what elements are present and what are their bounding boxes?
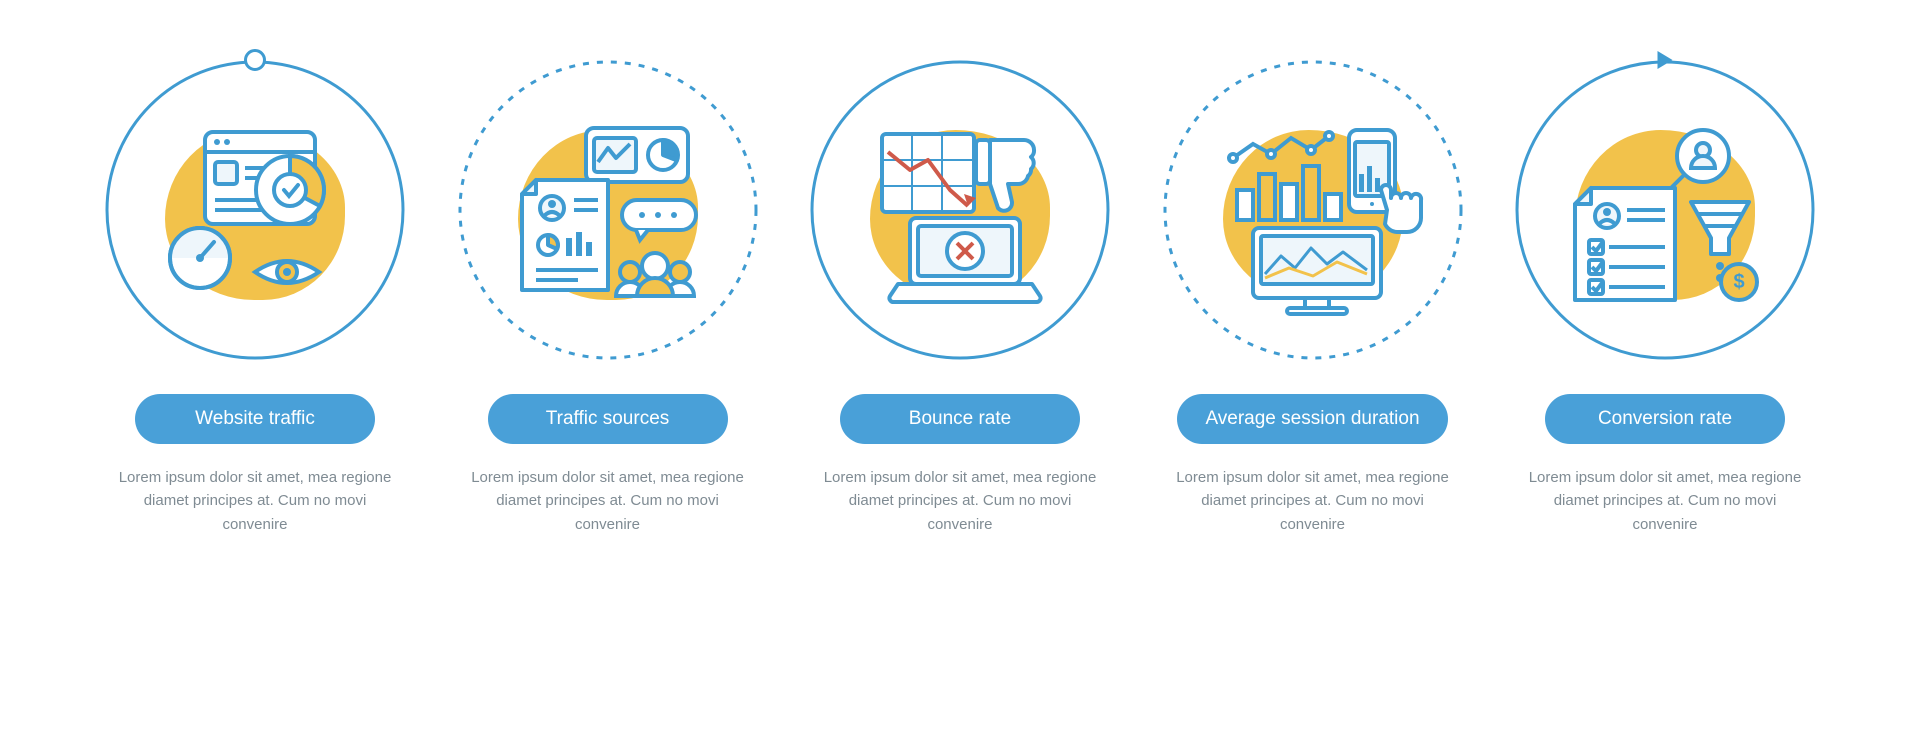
- step-traffic-sources: Traffic sources Lorem ipsum dolor sit am…: [453, 60, 763, 536]
- step-bounce-rate: Bounce rate Lorem ipsum dolor sit amet, …: [805, 60, 1115, 536]
- end-marker-icon: [1658, 51, 1673, 69]
- infographic-stage: Website traffic Lorem ipsum dolor sit am…: [0, 0, 1920, 750]
- circle-wrap: [105, 60, 405, 360]
- step-website-traffic: Website traffic Lorem ipsum dolor sit am…: [100, 60, 410, 536]
- pill-label: Traffic sources: [488, 394, 728, 444]
- sources-people-icon: [458, 60, 758, 360]
- steps-row: Website traffic Lorem ipsum dolor sit am…: [100, 60, 1820, 536]
- step-conversion-rate: $ Conversion rate Lorem ipsum dolor sit …: [1510, 60, 1820, 536]
- traffic-dashboard-icon: [105, 60, 405, 360]
- circle-wrap: $: [1515, 60, 1815, 360]
- step-desc: Lorem ipsum dolor sit amet, mea regione …: [820, 466, 1100, 536]
- pill-label: Conversion rate: [1545, 394, 1785, 444]
- step-desc: Lorem ipsum dolor sit amet, mea regione …: [468, 466, 748, 536]
- step-avg-session: Average session duration Lorem ipsum dol…: [1158, 60, 1468, 536]
- circle-wrap: [1163, 60, 1463, 360]
- svg-text:$: $: [1733, 271, 1744, 293]
- session-charts-icon: [1163, 60, 1463, 360]
- pill-label: Average session duration: [1177, 394, 1447, 444]
- start-marker-icon: [244, 49, 266, 71]
- conversion-funnel-icon: $: [1515, 60, 1815, 360]
- pill-label: Bounce rate: [840, 394, 1080, 444]
- pill-label: Website traffic: [135, 394, 375, 444]
- circle-wrap: [810, 60, 1110, 360]
- step-desc: Lorem ipsum dolor sit amet, mea regione …: [115, 466, 395, 536]
- bounce-thumbdown-icon: [810, 60, 1110, 360]
- step-desc: Lorem ipsum dolor sit amet, mea regione …: [1525, 466, 1805, 536]
- circle-wrap: [458, 60, 758, 360]
- step-desc: Lorem ipsum dolor sit amet, mea regione …: [1173, 466, 1453, 536]
